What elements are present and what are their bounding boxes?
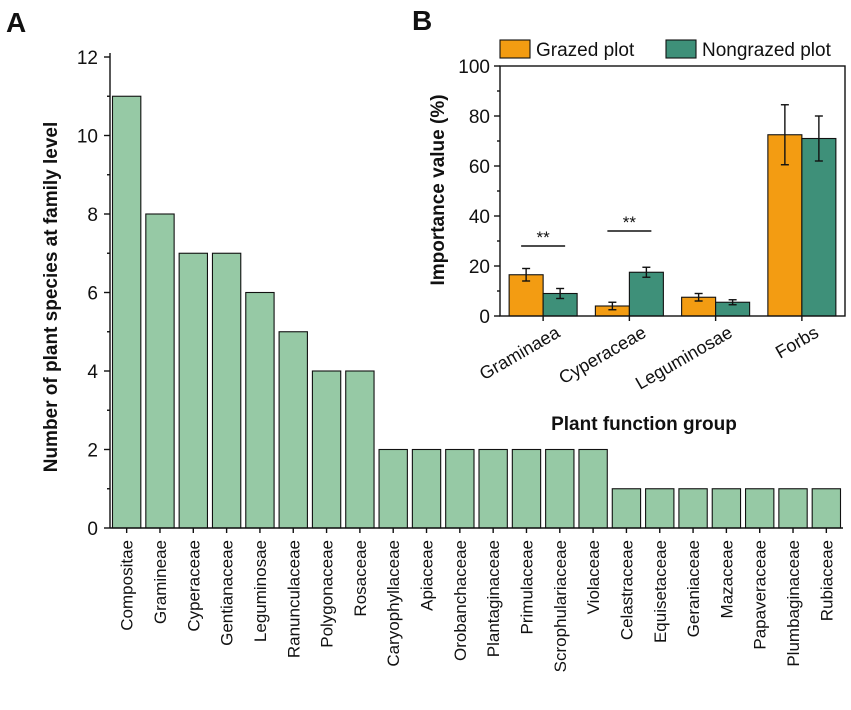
- bar-scrophulariaceae: [545, 448, 575, 529]
- y-tick-label-12: 12: [77, 48, 98, 69]
- x-tick-label-papaveraceae: Papaveraceae: [751, 540, 770, 650]
- x-tick-label-gramineae: Gramineae: [151, 540, 170, 624]
- bar-violaceae: [578, 448, 608, 529]
- panel-a-y-axis-label: Number of plant species at family level: [41, 122, 62, 473]
- legend-swatch-nongrazed-plot: [665, 39, 697, 59]
- panel-b-x-axis-label: Plant function group: [551, 414, 737, 435]
- y-tick-label-20: 20: [469, 257, 490, 278]
- panel-b-y-ticks: 0 20 40 60 80 100: [458, 57, 500, 328]
- panel-a-x-labels: Compositae Gramineae Cyperaceae Gentianacea…: [118, 528, 836, 672]
- x-tick-label-celastraceae: Celastraceae: [617, 540, 636, 640]
- y-tick-label-6: 6: [87, 284, 98, 305]
- x-tick-label-graminaea: Graminaea: [476, 322, 564, 384]
- bar-plumbaginaceae: [778, 488, 808, 529]
- panel-a-y-ticks: 0 2 4 6 8 10 12: [77, 48, 110, 540]
- bar-leguminosae: [245, 291, 275, 529]
- bar-cyperaceae: [178, 252, 209, 529]
- bar-mazaceae: [711, 488, 742, 529]
- y-tick-label-60: 60: [469, 157, 490, 178]
- bar-caryophyllaceae: [378, 448, 408, 529]
- bar-polygonaceae: [311, 370, 342, 529]
- panel-a-bars: [111, 95, 842, 529]
- x-tick-label-orobanchaceae: Orobanchaceae: [451, 540, 470, 661]
- y-tick-label-80: 80: [469, 107, 490, 128]
- panel-b-bars: [508, 134, 837, 317]
- legend-swatch-grazed-plot: [499, 39, 531, 59]
- panel-b-y-axis-label: Importance value (%): [428, 94, 449, 285]
- x-tick-label-plumbaginaceae: Plumbaginaceae: [784, 540, 803, 667]
- x-tick-label-rubiaceae: Rubiaceae: [817, 540, 836, 621]
- x-tick-label-rosaceae: Rosaceae: [351, 540, 370, 617]
- y-tick-label-100: 100: [458, 57, 490, 78]
- x-tick-label-compositae: Compositae: [118, 540, 137, 631]
- bar-ranunculaceae: [278, 331, 308, 529]
- panel-b-legend: Grazed plot Nongrazed plot: [499, 39, 832, 61]
- panel-label-b: B: [412, 5, 432, 36]
- x-tick-label-violaceae: Violaceae: [584, 540, 603, 614]
- bar-gentianaceae: [211, 252, 242, 529]
- x-tick-label-gentianaceae: Gentianaceae: [218, 540, 237, 646]
- bar-orobanchaceae: [445, 448, 475, 529]
- bar-primulaceae: [511, 448, 542, 529]
- significance-mark: **: [623, 213, 637, 232]
- panel-label-a: A: [6, 7, 26, 38]
- x-tick-label-leguminosae: Leguminosae: [251, 540, 270, 642]
- x-tick-label-forbs: Forbs: [772, 322, 822, 362]
- bar-equisetaceae: [645, 488, 675, 529]
- x-tick-label-leguminosae: Leguminosae: [632, 322, 736, 393]
- bar-forbs-nongrazed-plot: [801, 137, 837, 317]
- x-tick-label-geraniaceae: Geraniaceae: [684, 540, 703, 637]
- y-tick-label-10: 10: [77, 127, 98, 148]
- y-tick-label-0: 0: [479, 307, 490, 328]
- legend-label-grazed-plot: Grazed plot: [536, 40, 635, 61]
- bar-compositae: [111, 95, 142, 529]
- bar-rubiaceae: [811, 488, 842, 529]
- bar-plantaginaceae: [478, 448, 508, 529]
- bar-gramineae: [145, 213, 175, 529]
- x-tick-label-polygonaceae: Polygonaceae: [318, 540, 337, 648]
- bar-apiaceae: [411, 448, 442, 529]
- panel-b-significance: ** **: [521, 213, 652, 247]
- x-tick-label-equisetaceae: Equisetaceae: [651, 540, 670, 643]
- bar-cyperaceae-nongrazed-plot: [628, 271, 664, 317]
- y-tick-label-40: 40: [469, 207, 490, 228]
- y-tick-label-4: 4: [87, 362, 98, 383]
- bar-papaveraceae: [744, 488, 775, 529]
- x-tick-label-primulaceae: Primulaceae: [517, 540, 536, 635]
- panel-b-error-bars: [522, 104, 823, 311]
- legend-label-nongrazed-plot: Nongrazed plot: [702, 40, 832, 61]
- x-tick-label-mazaceae: Mazaceae: [717, 540, 736, 618]
- bar-rosaceae: [345, 370, 375, 529]
- y-tick-label-2: 2: [87, 441, 98, 462]
- significance-mark: **: [537, 228, 551, 247]
- bar-geraniaceae: [678, 488, 708, 529]
- x-tick-label-apiaceae: Apiaceae: [418, 540, 437, 611]
- y-tick-label-8: 8: [87, 205, 98, 226]
- x-tick-label-cyperaceae: Cyperaceae: [184, 540, 203, 632]
- x-tick-label-scrophulariaceae: Scrophulariaceae: [551, 540, 570, 672]
- x-tick-label-plantaginaceae: Plantaginaceae: [484, 540, 503, 657]
- x-tick-label-ranunculaceae: Ranunculaceae: [284, 540, 303, 658]
- bar-celastraceae: [611, 488, 642, 529]
- y-tick-label-0: 0: [87, 519, 98, 540]
- panel-a-chart: 0 2 4 6 8 10 12 Compositae Gramineae Cyperaceae G…: [41, 48, 843, 672]
- x-tick-label-caryophyllaceae: Caryophyllaceae: [384, 540, 403, 667]
